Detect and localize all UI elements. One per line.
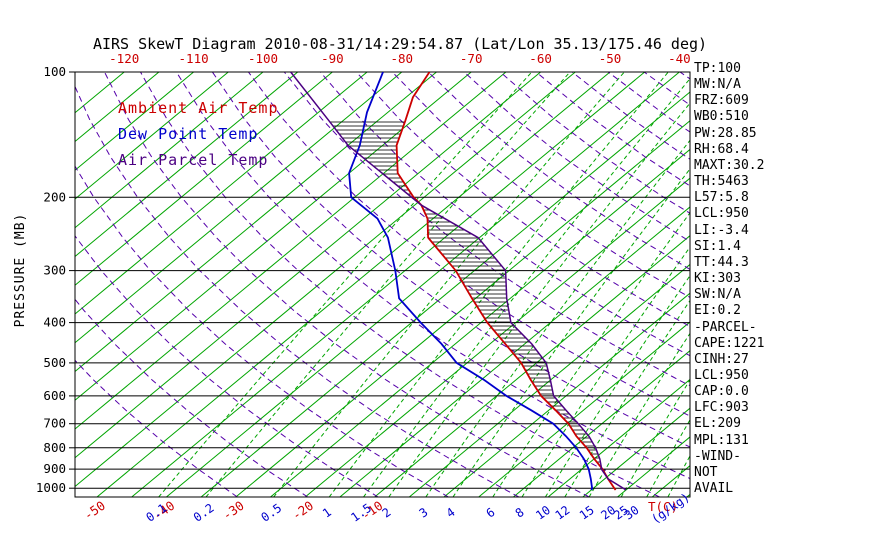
bottom-temp-tick-label: -30 — [220, 498, 247, 523]
mixing-ratio-tick-label: 3 — [417, 505, 431, 521]
pressure-gridlines — [69, 71, 690, 489]
pressure-tick-label: 400 — [43, 315, 66, 330]
stats-line: TT:44.3 — [694, 254, 749, 270]
top-axis-tick-label: -120 — [109, 51, 139, 66]
bottom-temp-tick-label: -50 — [81, 498, 108, 523]
stats-line: WB0:510 — [694, 109, 749, 125]
top-axis-tick-label: -60 — [529, 51, 552, 66]
stats-line: MPL:131 — [694, 432, 749, 448]
bottom-temp-tick-label: -20 — [289, 498, 316, 523]
chart-title: AIRS SkewT Diagram 2010-08-31/14:29:54.8… — [92, 35, 708, 53]
mixing-ratio-tick-label: 0.2 — [191, 501, 217, 525]
stats-line: TH:5463 — [694, 174, 749, 190]
stats-line: EL:209 — [694, 416, 741, 432]
pressure-tick-label: 1000 — [36, 480, 66, 495]
mixing-ratio-tick-label: 0.5 — [259, 501, 285, 525]
mixing-ratio-tick-label: 2 — [380, 505, 394, 521]
air-parcel-temp-curve — [290, 72, 627, 491]
stats-panel: TP:100 MW:N/A FRZ:609 WB0:510 PW:28.85 RH:68.… — [694, 61, 868, 497]
pressure-tick-label: 100 — [43, 64, 66, 79]
mixing-ratio-tick-label: 25 — [611, 503, 631, 523]
stats-line: LCL:950 — [694, 206, 749, 222]
pressure-tick-label: 500 — [43, 355, 66, 370]
legend: Ambient Air Temp Dew Point Temp Air Parcel… — [118, 95, 279, 173]
top-axis-tick-label: -110 — [179, 51, 209, 66]
stats-line: EI:0.2 — [694, 303, 741, 319]
stats-line: MAXT:30.2 — [694, 157, 765, 173]
stats-line: CAPE:1221 — [694, 335, 765, 351]
mixing-ratio-tick-label: 1 — [320, 505, 334, 521]
mixing-ratio-tick-label: 30 — [622, 503, 642, 523]
stats-line: SW:N/A — [694, 287, 741, 303]
stats-line: FRZ:609 — [694, 93, 749, 109]
mixing-ratio-tick-label: 20 — [598, 503, 618, 523]
pressure-tick-label: 800 — [43, 440, 66, 455]
stats-line: LFC:903 — [694, 400, 749, 416]
top-axis-tick-label: -50 — [599, 51, 622, 66]
stats-line: CINH:27 — [694, 351, 749, 367]
ambient-air-temp-curve — [395, 72, 617, 491]
mixing-ratio-tick-label: 8 — [513, 505, 527, 521]
stats-line: LCL:950 — [694, 367, 749, 383]
stats-line: KI:303 — [694, 271, 741, 287]
stats-line: RH:68.4 — [694, 141, 749, 157]
cape-hatch-region — [329, 120, 603, 470]
mixing-ratio-tick-label: 15 — [577, 503, 597, 523]
top-axis-tick-label: -70 — [460, 51, 483, 66]
mixing-ratio-tick-label: 12 — [553, 503, 573, 523]
stats-line: -PARCEL- — [694, 319, 757, 335]
stats-line: PW:28.85 — [694, 125, 757, 141]
top-axis-tick-label: -100 — [248, 51, 278, 66]
stats-line: L57:5.8 — [694, 190, 749, 206]
temp-unit-label: T(C) — [648, 499, 678, 514]
dry-adiabat-lines — [75, 72, 690, 497]
legend-item: Ambient Air Temp — [118, 99, 279, 117]
legend-item: Dew Point Temp — [118, 125, 259, 143]
pressure-tick-label: 200 — [43, 189, 66, 204]
mixing-ratio-tick-label: 10 — [533, 503, 553, 523]
top-axis-tick-label: -40 — [668, 51, 691, 66]
stats-line: NOT — [694, 464, 718, 480]
top-axis-tick-label: -80 — [391, 51, 414, 66]
mixing-ratio-tick-label: 4 — [444, 505, 458, 521]
pressure-tick-label: 700 — [43, 416, 66, 431]
stats-line: MW:N/A — [694, 77, 741, 93]
top-axis-tick-label: -90 — [321, 51, 344, 66]
pressure-tick-label: 900 — [43, 461, 66, 476]
isotherm-lines — [75, 72, 690, 497]
stats-line: -WIND- — [694, 448, 741, 464]
legend-item: Air Parcel Temp — [118, 151, 269, 169]
pressure-tick-label: 600 — [43, 388, 66, 403]
dew-point-temp-curve — [348, 72, 594, 491]
mixing-ratio-tick-label: 6 — [484, 505, 498, 521]
stats-line: TP:100 — [694, 61, 741, 76]
stats-line: AVAIL — [694, 481, 734, 497]
y-axis-title: PRESSURE (MB) — [13, 212, 28, 328]
stats-line: SI:1.4 — [694, 238, 741, 254]
stats-line: CAP:0.0 — [694, 384, 749, 400]
pressure-tick-label: 300 — [43, 263, 66, 278]
stats-line: LI:-3.4 — [694, 222, 749, 238]
